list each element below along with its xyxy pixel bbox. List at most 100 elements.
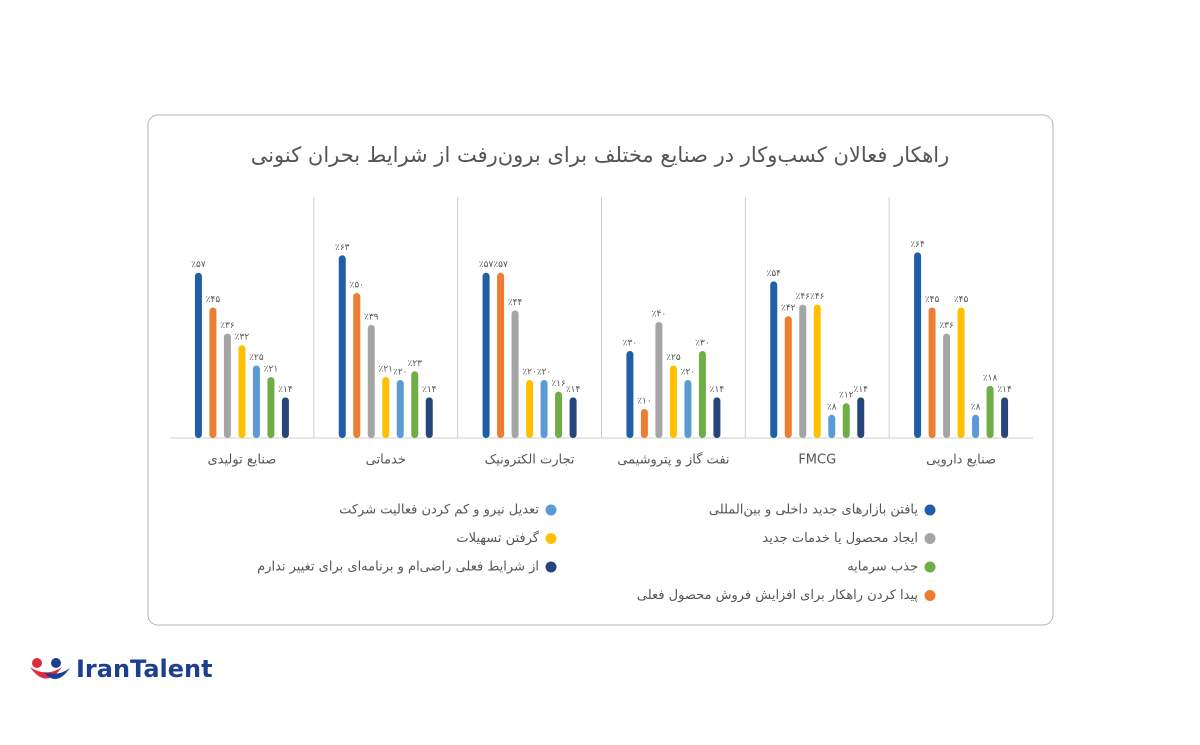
bar <box>928 307 936 438</box>
bar <box>511 310 519 438</box>
bar <box>684 380 692 438</box>
value-label: ٪۲۰ <box>537 368 552 378</box>
category-label: خدماتی <box>366 453 406 468</box>
category-label: تجارت الکترونیک <box>485 453 575 468</box>
category-label: FMCG <box>798 453 836 468</box>
value-label: ٪۴۶ <box>810 292 825 302</box>
value-label: ٪۸ <box>827 402 837 412</box>
legend-label: تعدیل نیرو و کم کردن فعالیت شرکت <box>339 503 539 518</box>
bar <box>957 307 965 438</box>
bar <box>972 414 980 438</box>
bar <box>252 365 260 438</box>
bar <box>784 316 792 438</box>
category-label: صنایع تولیدی <box>208 453 277 468</box>
bar <box>238 345 246 438</box>
value-label: ٪۱۴ <box>278 385 293 395</box>
value-label: ٪۲۵ <box>249 353 264 363</box>
legend-swatch <box>545 504 557 516</box>
value-label: ٪۱۶ <box>551 379 566 389</box>
legend-label: یافتن بازارهای جدید داخلی و بین‌المللی <box>709 503 919 518</box>
bar <box>194 272 202 438</box>
value-label: ٪۱۴ <box>566 385 581 395</box>
value-label: ٪۲۰ <box>522 368 537 378</box>
value-label: ٪۲۰ <box>681 368 696 378</box>
legend-swatch <box>545 561 557 573</box>
value-label: ٪۴۴ <box>508 298 523 308</box>
value-label: ٪۳۰ <box>695 339 710 349</box>
bar <box>497 272 505 438</box>
bar <box>425 397 433 438</box>
bar <box>223 333 231 438</box>
bar <box>842 403 850 438</box>
bar <box>655 322 663 438</box>
value-label: ٪۴۶ <box>795 292 810 302</box>
value-label: ٪۳۶ <box>939 321 954 331</box>
legend-swatch <box>924 590 936 601</box>
value-label: ٪۶۴ <box>910 240 925 250</box>
value-label: ٪۳۶ <box>220 321 235 331</box>
value-label: ٪۳۹ <box>364 312 379 322</box>
chart-title: راهکار فعالان کسب‌وکار در صنایع مختلف بر… <box>251 143 950 167</box>
category-label: صنایع دارویی <box>926 453 996 468</box>
bar <box>353 293 361 438</box>
value-label: ٪۲۱ <box>378 365 393 375</box>
bar <box>857 397 865 438</box>
bar <box>813 304 821 438</box>
value-label: ٪۵۷ <box>191 260 206 270</box>
legend-label: جذب سرمایه <box>847 560 918 575</box>
bar <box>396 380 404 438</box>
value-label: ٪۱۴ <box>997 385 1012 395</box>
legend-label: از شرایط فعلی راضی‌ام و برنامه‌ای برای ت… <box>257 560 539 575</box>
value-label: ٪۸ <box>971 402 981 412</box>
value-label: ٪۴۲ <box>781 304 796 314</box>
value-label: ٪۱۸ <box>983 373 998 383</box>
value-label: ٪۵۴ <box>766 269 781 279</box>
value-label: ٪۲۵ <box>666 353 681 363</box>
bar <box>986 385 994 438</box>
bar <box>569 397 577 438</box>
bar <box>382 377 390 438</box>
bar <box>770 281 778 438</box>
value-label: ٪۱۲ <box>839 391 854 401</box>
value-label: ٪۱۴ <box>422 385 437 395</box>
card <box>147 114 1054 626</box>
bar <box>626 351 634 438</box>
bar <box>482 272 490 438</box>
legend-label: ایجاد محصول یا خدمات جدید <box>762 531 918 546</box>
value-label: ٪۵۷ <box>479 260 494 270</box>
bar <box>799 304 807 438</box>
value-label: ٪۵۷ <box>493 260 508 270</box>
value-label: ٪۱۰ <box>637 397 652 407</box>
legend-swatch <box>924 533 936 544</box>
bar <box>281 397 289 438</box>
bar <box>526 380 534 438</box>
legend-label: پیدا کردن راهکار برای افزایش فروش محصول … <box>637 588 918 603</box>
bar <box>209 307 217 438</box>
value-label: ٪۲۳ <box>407 359 422 369</box>
bar <box>828 414 836 438</box>
value-label: ٪۱۴ <box>853 385 868 395</box>
legend-label: گرفتن تسهیلات <box>456 530 539 546</box>
legend-swatch <box>924 504 936 516</box>
logo: IranTalent <box>76 655 213 683</box>
bar <box>555 391 563 438</box>
bar <box>1001 397 1009 438</box>
value-label: ٪۴۰ <box>652 310 667 320</box>
bar <box>698 351 706 438</box>
value-label: ٪۵۰ <box>349 281 364 291</box>
value-label: ٪۲۱ <box>264 365 279 375</box>
bar <box>669 365 677 438</box>
bar <box>640 409 648 438</box>
bar <box>338 255 346 438</box>
value-label: ٪۱۴ <box>710 385 725 395</box>
legend-swatch <box>545 533 557 544</box>
bar <box>367 324 375 438</box>
bar <box>914 252 922 438</box>
bar <box>267 377 275 438</box>
value-label: ٪۳۰ <box>623 339 638 349</box>
bar <box>713 397 721 438</box>
value-label: ٪۳۲ <box>235 333 250 343</box>
bar <box>540 380 548 438</box>
category-label: نفت گاز و پتروشیمی <box>617 452 729 468</box>
